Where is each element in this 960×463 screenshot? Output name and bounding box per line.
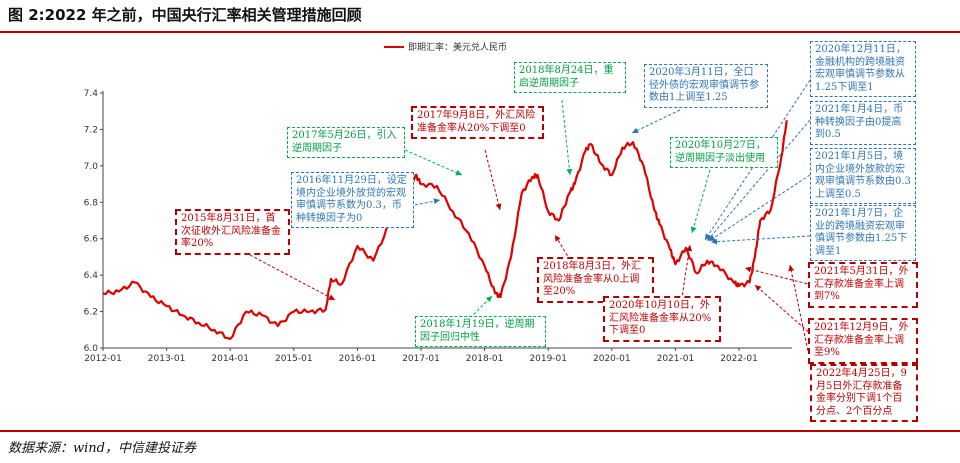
connector-2021may <box>744 266 813 286</box>
connector-2021jan7 <box>710 235 811 245</box>
legend: 即期汇率：美元兑人民币 <box>384 41 507 53</box>
annotation-2020-oct-27: 2020年10月27日，逆周期因子淡出使用 <box>670 137 778 168</box>
connector-2018jan <box>469 295 493 319</box>
x-tick-label: 2017-01 <box>402 354 440 364</box>
y-tick-label: 7.4 <box>84 89 99 99</box>
connector-2017may <box>404 149 463 176</box>
annotation-2020-mar: 2020年3月11日，全口径外债的宏观审慎调节参数由1上调至1.25 <box>644 64 768 108</box>
annotation-2021-dec: 2021年12月9日，外汇存款准备金率上调至9% <box>808 318 918 364</box>
series-layer <box>102 120 788 340</box>
bottom-rule <box>0 430 960 432</box>
top-rule <box>0 31 960 33</box>
connector-2018aug24 <box>561 99 573 176</box>
connector-2022apr <box>788 264 815 381</box>
x-tick-label: 2018-01 <box>466 354 504 364</box>
y-tick-label: 7.0 <box>84 162 99 172</box>
y-tick-label: 6.4 <box>84 271 99 281</box>
exchange-rate-chart: 6.0 6.2 6.4 6.6 6.8 7.0 7.2 7.4 2012-01 2013-01 20… <box>84 41 815 381</box>
x-tick-label: 2022-01 <box>720 354 758 364</box>
annotation-2016-nov: 2016年11月29日，设定境内企业境外放贷的宏观审慎调节系数为0.3，币种转换… <box>291 172 414 228</box>
annotation-2017-may: 2017年5月26日，引入逆周期因子 <box>287 127 405 158</box>
figure-title: 图 2:2022 年之前，中国央行汇率相关管理措施回顾 <box>8 6 362 24</box>
connector-2015 <box>249 254 336 301</box>
x-tick-label: 2020-01 <box>593 354 631 364</box>
series-line-0 <box>102 120 788 340</box>
connector-2021jan4 <box>706 119 811 242</box>
x-tick-label: 2013-01 <box>148 354 186 364</box>
annotation-2018-aug-3: 2018年8月3日，外汇风险准备金率从0上调至20% <box>537 257 654 303</box>
x-tick-label: 2012-01 <box>84 354 122 364</box>
annotation-2017-sep: 2017年9月8日，外汇风险准备金率从20%下调至0 <box>411 106 544 139</box>
axes: 6.0 6.2 6.4 6.6 6.8 7.0 7.2 7.4 2012-01 2013-01 20… <box>84 89 792 364</box>
annotation-2018-aug-24: 2018年8月24日，重启逆周期因子 <box>514 62 626 93</box>
x-tick-label: 2016-01 <box>339 354 377 364</box>
y-tick-label: 7.2 <box>84 125 98 135</box>
connector-2020mar <box>631 109 681 134</box>
annotation-2020-oct-10: 2020年10月10日，外汇风险准备金率从20%下调至0 <box>603 296 721 342</box>
connector-2021jan5 <box>708 174 811 242</box>
annotation-2018-jan: 2018年1月19日，逆周期因子回归中性 <box>415 316 546 347</box>
connector-2020oct27 <box>690 169 711 234</box>
annotation-2020-dec: 2020年12月11日，金融机构的跨境融资宏观审慎调节参数从1.25下调至1 <box>810 41 916 97</box>
data-source: 数据来源：wind，中信建投证券 <box>8 441 196 456</box>
x-tick-label: 2021-01 <box>657 354 695 364</box>
annotation-2022-apr: 2022年4月25日，9月5日外汇存款准备金率分别下调1个百分点、2个百分点 <box>810 364 918 422</box>
annotation-2021-jan-7: 2021年1月7日，企业的跨境融资宏观审慎调节参数由1.25下调至1 <box>810 205 916 261</box>
x-tick-label: 2019-01 <box>529 354 567 364</box>
y-tick-label: 6.0 <box>84 344 99 354</box>
y-tick-label: 6.2 <box>84 308 98 318</box>
x-tick-label: 2015-01 <box>275 354 313 364</box>
x-tick-label: 2014-01 <box>211 354 249 364</box>
annotation-2021-jan-5: 2021年1月5日，境内企业境外放款的宏观审慎调节系数由0.3上调至0.5 <box>810 148 916 204</box>
annotation-connectors <box>249 79 815 381</box>
y-tick-label: 6.6 <box>84 235 99 245</box>
annotation-2015-aug: 2015年8月31日，首次征收外汇风险准备金率20% <box>175 209 290 255</box>
connector-2017sep <box>484 149 502 211</box>
y-tick-label: 6.8 <box>84 198 99 208</box>
legend-label: 即期汇率：美元兑人民币 <box>408 41 507 53</box>
annotation-2021-jan-4: 2021年1月4日，币种转换因子由0提高到0.5 <box>810 101 916 145</box>
connector-2016 <box>414 198 441 206</box>
annotation-2021-may: 2021年5月31日，外汇存款准备金率上调到7% <box>808 262 918 308</box>
connector-2021dec <box>754 284 813 336</box>
